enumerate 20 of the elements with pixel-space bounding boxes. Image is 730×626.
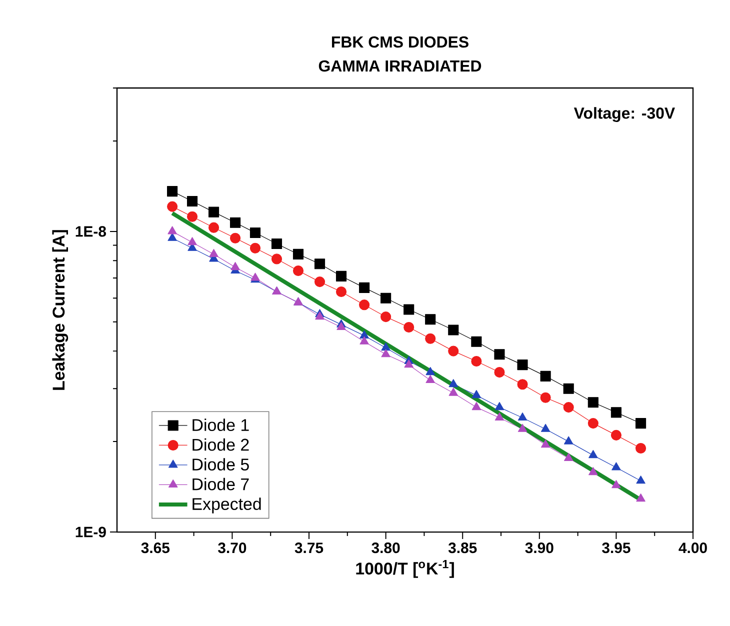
- x-tick-label: 3.90: [525, 542, 554, 554]
- y-tick-label: 1E-8: [76, 226, 106, 237]
- legend-label: Expected: [192, 498, 261, 514]
- x-tick-label: 3.75: [294, 542, 324, 554]
- y-axis-title: Leakage Current [A]: [52, 230, 68, 390]
- x-tick-label: 3.85: [448, 542, 477, 554]
- chart-subtitle: GAMMA IRRADIATED: [318, 60, 482, 72]
- legend-label: Diode 7: [192, 478, 249, 490]
- x-tick-label: 3.70: [218, 542, 246, 554]
- legend-label: Diode 1: [192, 418, 249, 432]
- x-tick-label: 4.00: [678, 542, 707, 554]
- x-axis-title: 1000/T [$^{o}$K$^{-1}$]: [356, 560, 454, 578]
- x-tick-label: 3.80: [372, 542, 400, 554]
- x-tick-label: 3.65: [141, 542, 170, 554]
- chart-title: FBK CMS DIODES: [332, 36, 468, 48]
- legend-label: Diode 2: [192, 438, 249, 451]
- y-tick-label: 1E-9: [76, 526, 106, 538]
- x-tick-label: 3.95: [602, 542, 630, 554]
- annotation: Voltage: -30V: [574, 107, 675, 122]
- legend-label: Diode 5: [192, 458, 249, 471]
